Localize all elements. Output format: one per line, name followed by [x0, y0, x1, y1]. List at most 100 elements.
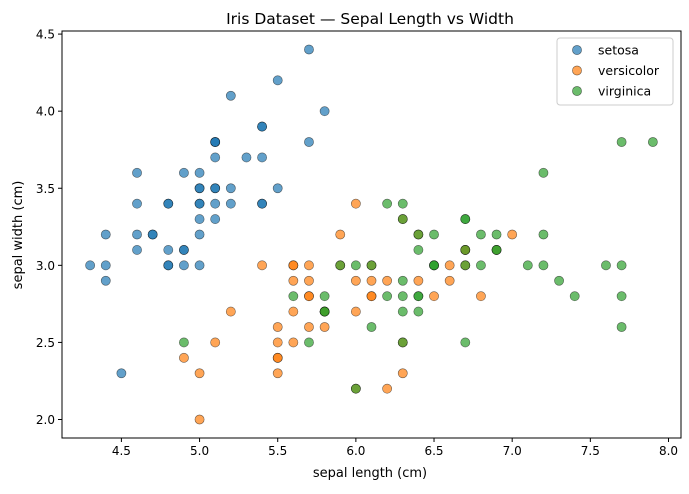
data-point-setosa: [163, 260, 174, 271]
data-point-virginica: [569, 291, 580, 302]
data-point-virginica: [460, 245, 471, 255]
data-point-setosa: [163, 245, 174, 255]
legend: setosa versicolor virginica: [556, 37, 674, 106]
data-point-setosa: [194, 198, 205, 209]
data-point-versicolor: [304, 291, 314, 302]
chart-title: Iris Dataset — Sepal Length vs Width: [226, 10, 514, 28]
data-point-versicolor: [366, 275, 377, 286]
data-point-setosa: [272, 75, 283, 86]
series-versicolor: [179, 198, 518, 425]
data-point-versicolor: [444, 260, 455, 271]
data-point-setosa: [132, 229, 142, 240]
data-point-versicolor: [194, 414, 205, 425]
data-point-virginica: [397, 306, 408, 317]
data-point-versicolor: [382, 383, 393, 394]
data-point-versicolor: [272, 322, 283, 332]
data-point-virginica: [304, 337, 314, 348]
data-point-versicolor: [350, 275, 361, 286]
data-point-virginica: [366, 322, 377, 332]
data-point-versicolor: [444, 275, 455, 286]
x-tick-label: 6.5: [424, 444, 443, 458]
x-axis: 4.5 5.0 5.5 6.0 6.5 7.0 7.5 8.0: [112, 438, 678, 458]
data-point-versicolor: [257, 260, 267, 271]
data-point-setosa: [210, 137, 221, 147]
data-point-setosa: [132, 167, 142, 178]
y-tick-label: 4.5: [36, 28, 55, 42]
x-axis-label: sepal length (cm): [313, 466, 427, 481]
legend-label-setosa: setosa: [598, 43, 639, 58]
legend-label-virginica: virginica: [598, 84, 651, 99]
x-tick-label: 7.0: [503, 444, 522, 458]
data-point-versicolor: [304, 322, 314, 332]
data-point-virginica: [382, 291, 393, 302]
data-point-setosa: [257, 121, 267, 132]
legend-marker-virginica: [572, 86, 582, 96]
data-point-versicolor: [350, 306, 361, 317]
data-point-setosa: [179, 245, 189, 255]
data-point-virginica: [319, 291, 330, 302]
data-point-versicolor: [350, 198, 361, 209]
data-point-versicolor: [382, 275, 393, 286]
y-axis: 2.0 2.5 3.0 3.5 4.0 4.5: [36, 28, 62, 427]
data-point-setosa: [304, 137, 314, 147]
data-point-virginica: [319, 306, 330, 317]
data-point-setosa: [241, 152, 252, 163]
data-point-setosa: [132, 198, 142, 209]
y-tick-label: 4.0: [36, 105, 55, 119]
data-point-setosa: [319, 106, 330, 117]
data-point-virginica: [647, 137, 658, 147]
data-point-setosa: [100, 260, 111, 271]
data-point-setosa: [257, 152, 267, 163]
data-point-virginica: [476, 229, 486, 240]
legend-box: [556, 37, 674, 106]
y-tick-label: 3.5: [36, 182, 55, 196]
data-point-setosa: [132, 245, 142, 255]
data-point-versicolor: [225, 306, 236, 317]
data-point-virginica: [429, 229, 439, 240]
data-point-virginica: [538, 167, 549, 178]
data-point-versicolor: [194, 368, 205, 379]
data-point-virginica: [460, 260, 471, 271]
y-tick-label: 3.0: [36, 259, 55, 273]
data-point-virginica: [476, 260, 486, 271]
data-point-virginica: [616, 322, 627, 332]
data-point-virginica: [413, 306, 424, 317]
data-point-setosa: [210, 198, 221, 209]
data-point-versicolor: [288, 260, 299, 271]
data-point-virginica: [179, 337, 189, 348]
series-setosa: [85, 44, 330, 379]
data-point-versicolor: [288, 275, 299, 286]
data-point-virginica: [522, 260, 533, 271]
data-point-setosa: [225, 183, 236, 194]
y-axis-label: sepal width (cm): [11, 181, 26, 290]
data-point-setosa: [163, 198, 174, 209]
data-point-virginica: [350, 260, 361, 271]
y-tick-label: 2.0: [36, 413, 55, 427]
data-point-versicolor: [335, 229, 346, 240]
data-point-virginica: [538, 229, 549, 240]
data-point-virginica: [397, 337, 408, 348]
data-point-setosa: [210, 152, 221, 163]
data-point-virginica: [335, 260, 346, 271]
legend-entries: setosa versicolor virginica: [572, 43, 660, 99]
plot-frame: [61, 30, 682, 439]
data-point-virginica: [554, 275, 564, 286]
data-point-setosa: [210, 183, 221, 194]
data-point-setosa: [194, 214, 205, 224]
data-point-setosa: [147, 229, 158, 240]
x-tick-label: 7.5: [581, 444, 600, 458]
data-point-versicolor: [272, 368, 283, 379]
data-point-versicolor: [179, 352, 189, 363]
data-point-virginica: [397, 198, 408, 209]
data-point-setosa: [100, 229, 111, 240]
data-point-versicolor: [397, 368, 408, 379]
data-point-virginica: [413, 291, 424, 302]
data-point-virginica: [397, 214, 408, 224]
data-point-virginica: [491, 245, 502, 255]
data-point-setosa: [194, 260, 205, 271]
data-point-versicolor: [272, 352, 283, 363]
data-point-setosa: [225, 90, 236, 101]
x-tick-label: 5.5: [268, 444, 287, 458]
data-point-versicolor: [429, 291, 439, 302]
